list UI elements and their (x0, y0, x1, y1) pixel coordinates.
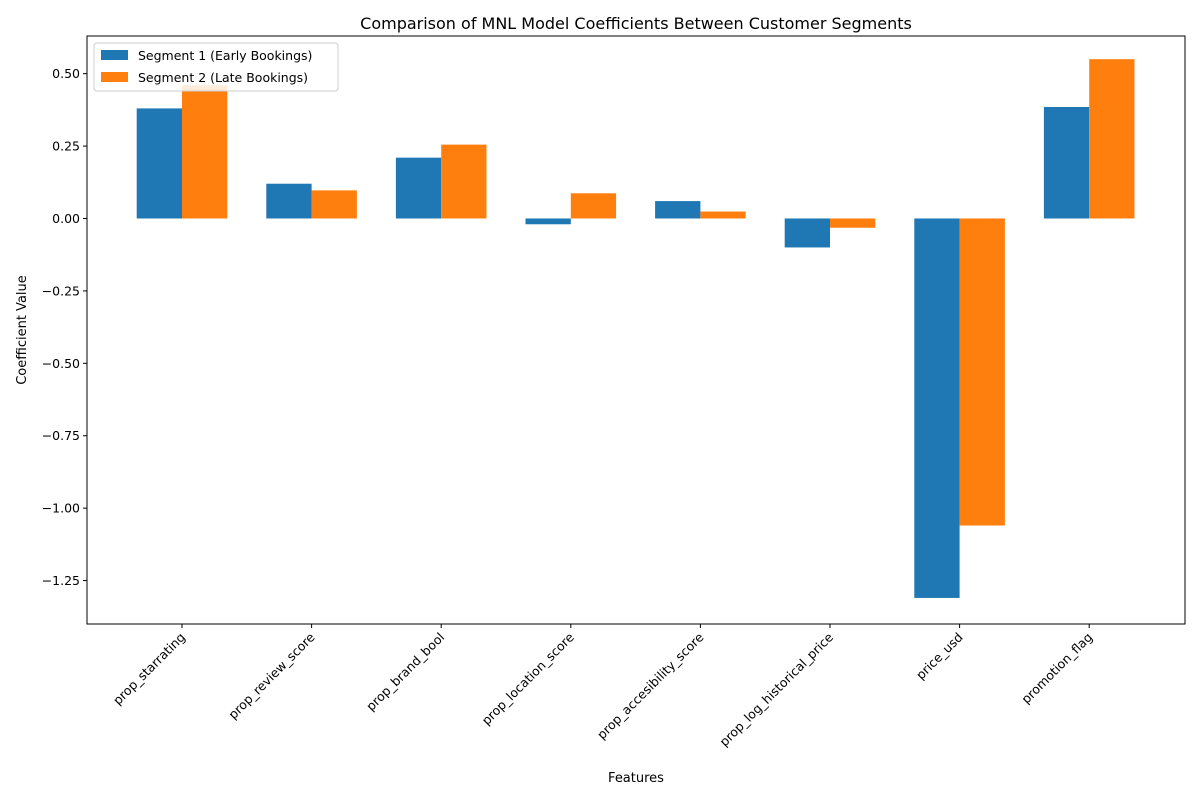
bar-prop_starrating-series-2 (182, 85, 228, 219)
bar-prop_review_score-series-2 (311, 190, 357, 219)
y-tick-label: 0.00 (52, 211, 80, 226)
x-tick-label-prop_log_historical_price: prop_log_historical_price (716, 629, 836, 749)
x-tick-label-prop_starrating: prop_starrating (110, 630, 188, 708)
plot-frame (86, 35, 1186, 625)
x-axis-ticks: prop_starrating prop_review_score prop_bra… (110, 624, 1095, 749)
bar-price_usd-series-1 (914, 218, 960, 598)
bar-prop_log_historical_price-series-2 (830, 218, 876, 228)
y-tick-label: −0.25 (42, 283, 80, 298)
x-tick-label-promotion_flag: promotion_flag (1018, 630, 1095, 707)
bar-prop_brand_bool-series-2 (441, 144, 487, 219)
x-tick-label-price_usd: price_usd (913, 630, 966, 683)
x-axis-label: Features (608, 771, 664, 786)
bar-prop_accesibility_score-series-1 (655, 201, 701, 219)
y-tick-label: 0.50 (52, 66, 80, 81)
legend-swatch-segment-2 (101, 72, 128, 82)
y-tick-label: −1.25 (42, 573, 80, 588)
x-tick-label-prop_location_score: prop_location_score (479, 629, 578, 728)
bar-prop_location_score-series-2 (570, 193, 617, 219)
y-tick-label: −1.00 (42, 501, 80, 516)
bar-prop_brand_bool-series-1 (395, 157, 442, 219)
bar-promotion_flag-series-2 (1089, 59, 1135, 219)
x-tick-label-prop_accesibility_score: prop_accesibility_score (594, 629, 707, 742)
bars-layer (136, 59, 1135, 598)
y-tick-label: −0.75 (42, 428, 80, 443)
legend-label-segment-2: Segment 2 (Late Bookings) (138, 70, 308, 85)
bar-prop_starrating-series-1 (136, 108, 182, 219)
legend-label-segment-1: Segment 1 (Early Bookings) (138, 48, 312, 63)
x-tick-label-prop_brand_bool: prop_brand_bool (363, 630, 447, 714)
bar-prop_location_score-series-1 (525, 218, 571, 225)
y-axis-ticks: 0.50 0.25 0.00 −0.25 −0.50 −0.75 −1.00 −1.25 (42, 66, 87, 588)
bar-prop_accesibility_score-series-2 (700, 211, 746, 219)
y-tick-label: 0.25 (52, 139, 80, 154)
chart-title: Comparison of MNL Model Coefficients Bet… (360, 14, 912, 33)
bar-prop_log_historical_price-series-1 (784, 218, 830, 248)
bar-price_usd-series-2 (959, 218, 1005, 526)
legend-frame (93, 42, 339, 92)
legend-swatch-segment-1 (101, 50, 128, 60)
x-tick-label-prop_review_score: prop_review_score (225, 629, 318, 722)
y-axis-label: Coefficient Value (15, 275, 30, 385)
bar-promotion_flag-series-1 (1043, 106, 1090, 219)
y-tick-label: −0.50 (42, 356, 80, 371)
legend: Segment 1 (Early Bookings) Segment 2 (La… (93, 42, 339, 92)
bar-prop_review_score-series-1 (266, 183, 312, 219)
